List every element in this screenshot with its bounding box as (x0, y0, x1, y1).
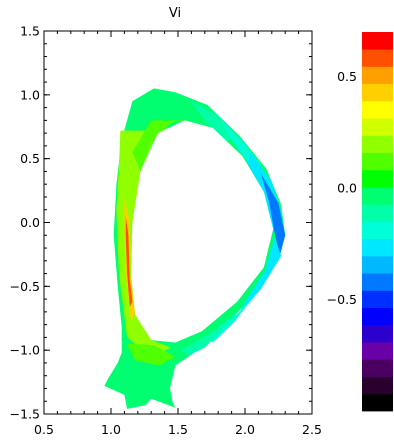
chart-title: Vi (169, 6, 181, 21)
x-tick-label: 2.5 (302, 422, 322, 437)
vi-feature-8 (237, 237, 282, 317)
colorbar-segment (362, 152, 393, 171)
colorbar-tick-label: 0.5 (337, 69, 357, 84)
colorbar-segment (362, 238, 393, 257)
colorbar-segment (362, 290, 393, 309)
plot-area (104, 88, 286, 409)
y-tick-label: −1.5 (10, 407, 40, 422)
y-tick-label: 0.0 (20, 215, 40, 230)
vi-feature-4 (191, 101, 239, 141)
x-tick-label: 0.5 (34, 422, 54, 437)
colorbar-segment (362, 393, 393, 412)
colorbar-segment (362, 255, 393, 274)
colorbar-segment (362, 307, 393, 326)
y-tick-label: −1.0 (10, 343, 40, 358)
colorbar-segment (362, 32, 393, 50)
vi-field-features (116, 101, 286, 402)
colorbar-segment (362, 49, 393, 67)
vi-feature-2 (156, 350, 192, 402)
colorbar-segment (362, 324, 393, 343)
colorbar-segment (362, 169, 393, 188)
vi-feature-3 (132, 120, 185, 172)
y-tick-label: −0.5 (10, 279, 40, 294)
colorbar-segment (362, 135, 393, 153)
vi-feature-10 (180, 322, 229, 356)
colorbar-segment (362, 187, 393, 205)
colorbar-segment (362, 273, 393, 291)
colorbar-segment (362, 204, 393, 222)
x-tick-label: 2.0 (235, 422, 255, 437)
colorbar-segment (362, 100, 393, 119)
y-tick-label: 0.5 (20, 151, 40, 166)
colorbar-tick-label: 0.0 (337, 181, 357, 196)
vi-feature-12 (125, 216, 133, 307)
x-tick-label: 1.5 (168, 422, 188, 437)
colorbar-segment (362, 118, 393, 136)
colorbar-segment (362, 221, 393, 240)
inner-boundary-hole (131, 120, 274, 343)
x-tick-label: 1.0 (101, 422, 121, 437)
colorbar-segment (362, 359, 393, 377)
vi-feature-1 (127, 343, 176, 366)
y-tick-label: 1.5 (20, 24, 40, 39)
colorbar-segment (362, 376, 393, 395)
colorbar-tick-label: −0.5 (327, 292, 357, 307)
colorbar-segment (362, 342, 393, 360)
axes: 0.5 1.0 1.5 2.0 2.5 −1.5 −1.0 −0.5 0.0 0.5 1.0 1.5 (10, 24, 322, 438)
colorbar-segment (362, 66, 393, 85)
vi-feature-7 (261, 174, 286, 256)
y-tick-label: 1.0 (20, 87, 40, 102)
colorbar: 0.5 0.0 −0.5 (327, 32, 393, 412)
colorbar-segment (362, 83, 393, 102)
